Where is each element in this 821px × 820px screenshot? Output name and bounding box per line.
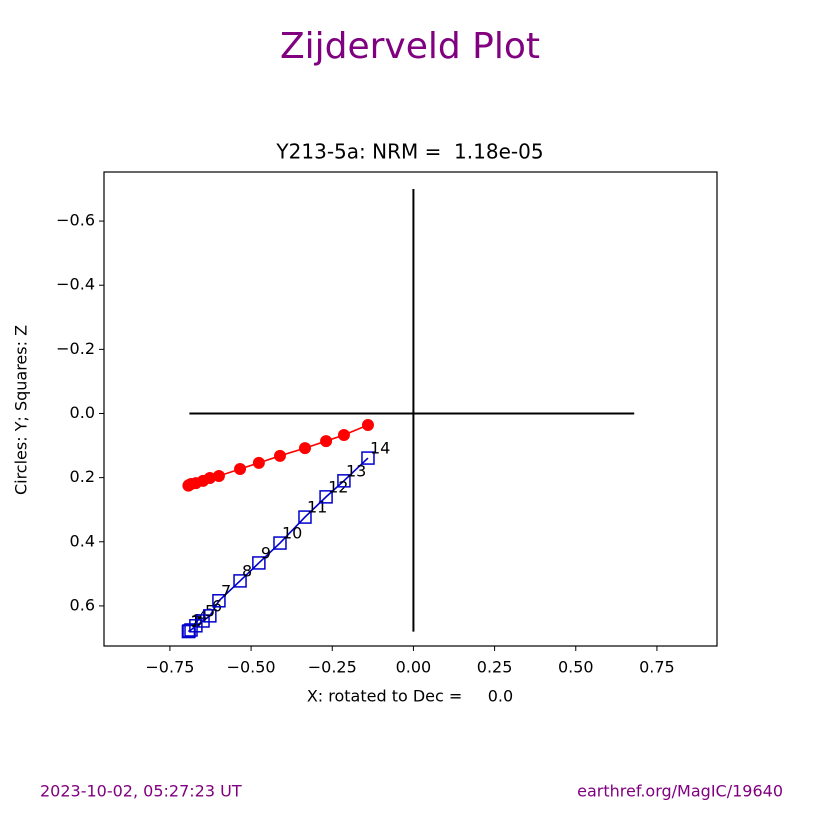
step-label: 7 — [221, 581, 231, 600]
point-square — [233, 574, 247, 588]
y-tick-label: −0.2 — [56, 339, 95, 358]
point-circle — [273, 449, 286, 462]
suptitle: Zijderveld Plot — [280, 26, 540, 67]
step-label: 2 — [191, 611, 201, 630]
point-square — [361, 451, 375, 465]
point-square — [189, 619, 203, 633]
step-label: 1 — [190, 612, 200, 631]
point-square — [203, 609, 217, 623]
step-label: 13 — [346, 461, 366, 480]
x-tick-label: −0.50 — [227, 658, 276, 677]
x-tick-label: 0.75 — [639, 658, 675, 677]
y-tick-label: 0.0 — [70, 403, 95, 422]
step-label: 9 — [261, 543, 271, 562]
y-tick-label: 0.4 — [70, 531, 95, 550]
point-square — [298, 510, 312, 524]
step-label: 10 — [282, 524, 302, 543]
step-label: 6 — [212, 596, 222, 615]
point-square — [319, 490, 333, 504]
footer-date: 2023-10-02, 05:27:23 UT — [40, 782, 242, 801]
point-circle — [203, 471, 216, 484]
point-square — [196, 614, 210, 628]
step-label: 14 — [370, 439, 390, 458]
y-tick-label: −0.6 — [56, 211, 95, 230]
point-square — [337, 474, 351, 488]
point-circle — [361, 419, 374, 432]
step-label: 5 — [205, 601, 215, 620]
series-line — [187, 457, 369, 633]
point-circle — [252, 456, 265, 469]
point-circle — [298, 442, 311, 455]
y-tick-label: 0.6 — [70, 595, 95, 614]
y-tick-label: −0.4 — [56, 275, 95, 294]
chart-title: Y213-5a: NRM = 1.18e-05 — [275, 140, 543, 164]
footer-link: earthref.org/MagIC/19640 — [577, 782, 783, 801]
x-axis-label: X: rotated to Dec = 0.0 — [307, 687, 513, 706]
point-square — [184, 623, 198, 637]
x-tick-label: 0.50 — [558, 658, 594, 677]
x-tick-label: −0.75 — [145, 658, 194, 677]
x-tick-label: −0.25 — [308, 658, 357, 677]
point-square — [182, 624, 196, 638]
x-tick-label: 0.00 — [396, 658, 432, 677]
point-circle — [337, 428, 350, 441]
y-tick-label: 0.2 — [70, 467, 95, 486]
point-square — [212, 594, 226, 608]
point-circle — [320, 435, 333, 448]
x-tick-label: 0.25 — [477, 658, 513, 677]
point-circle — [234, 462, 247, 475]
step-label: 4 — [198, 606, 208, 625]
plot-frame — [103, 171, 718, 647]
step-label: 11 — [307, 498, 327, 517]
step-label: 8 — [242, 561, 252, 580]
y-axis-label: Circles: Y; Squares: Z — [12, 325, 31, 495]
point-circle — [212, 470, 225, 483]
point-square — [273, 536, 287, 550]
point-square — [252, 556, 266, 570]
